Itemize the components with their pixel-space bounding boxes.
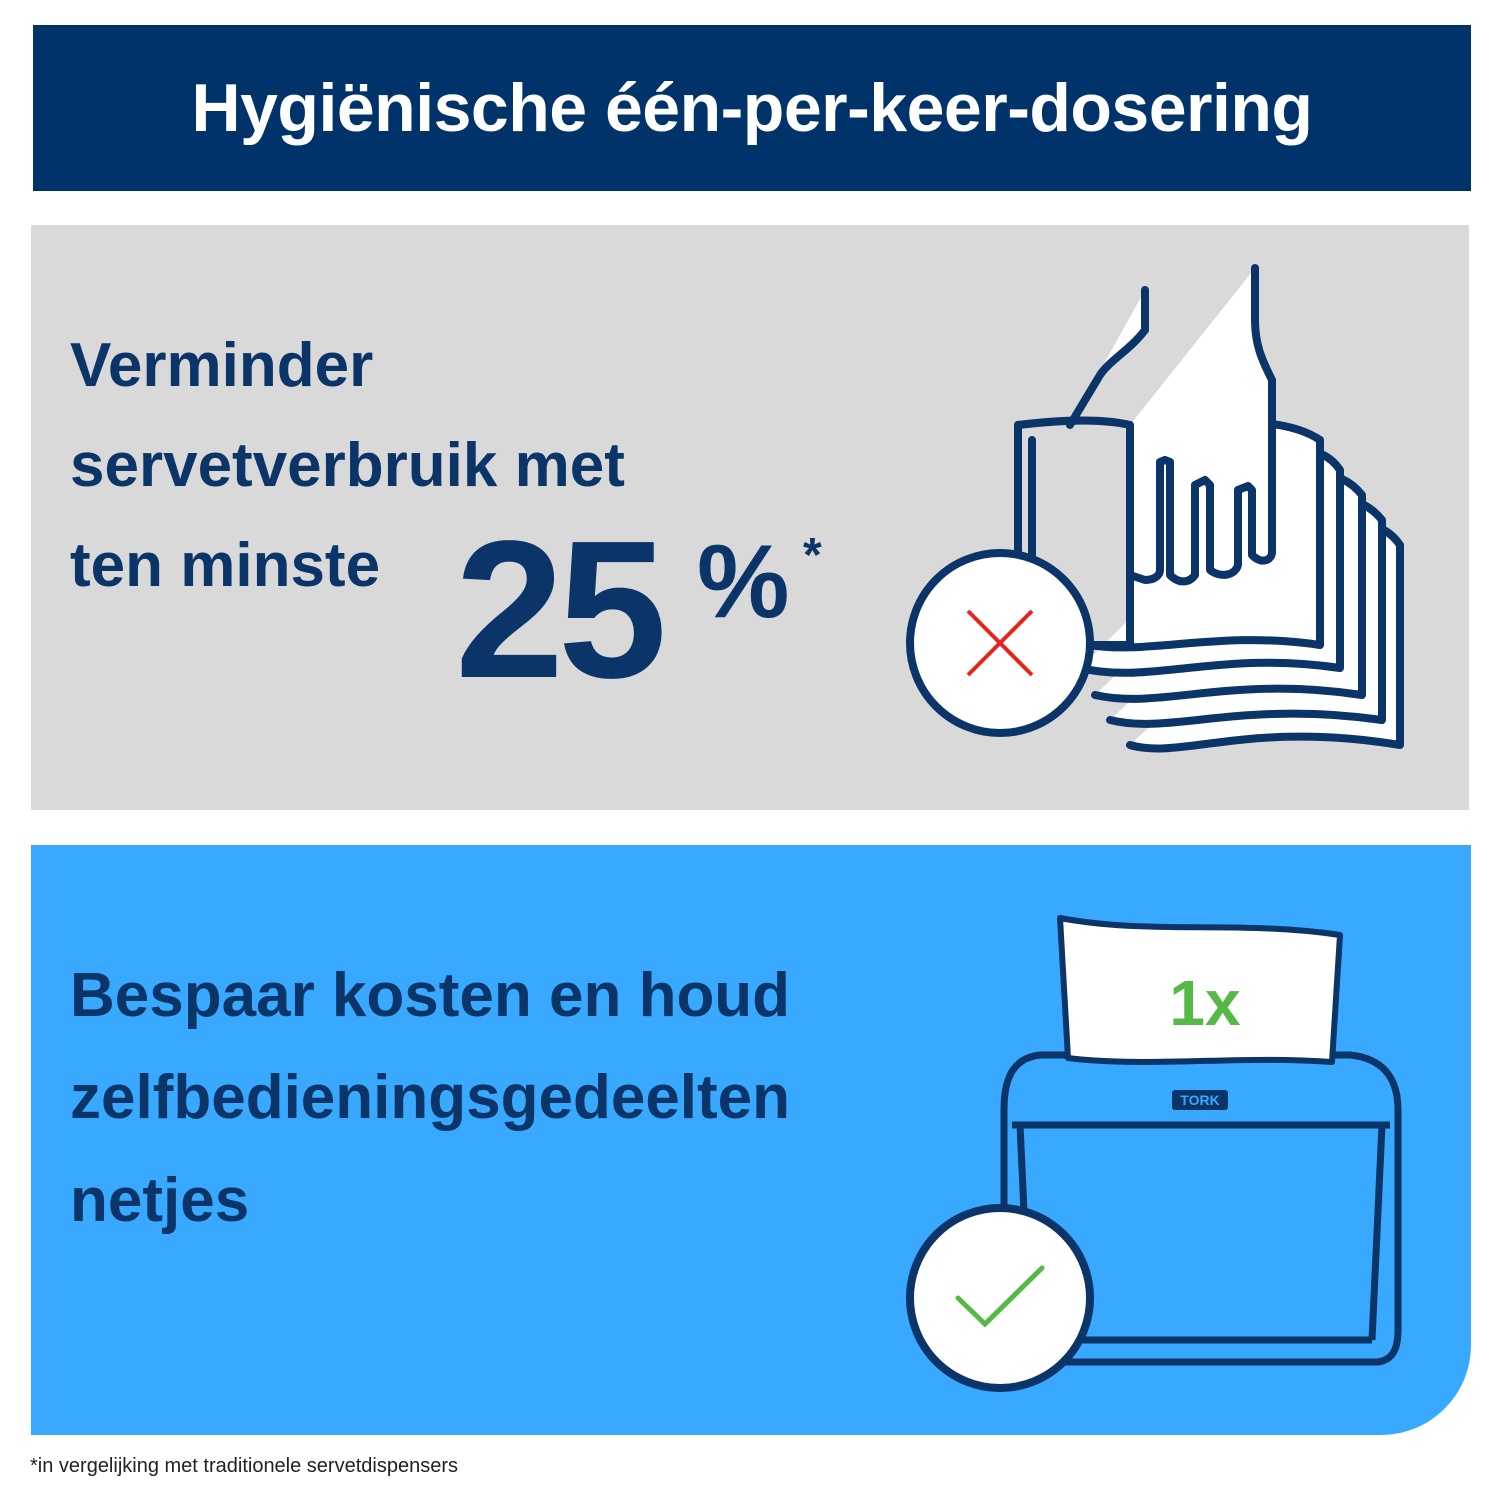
- napkin-icon: [1014, 264, 1404, 753]
- check-icon: [955, 1265, 1045, 1328]
- cross-icon: [966, 609, 1034, 677]
- panel-text: zelfbedieningsgedeelten: [70, 1063, 791, 1132]
- dispenser-body: [1000, 1051, 1402, 1366]
- napkin-edge: [1014, 421, 1036, 564]
- panel-text: netjes: [70, 1166, 250, 1235]
- panel-text: Verminder: [70, 331, 374, 400]
- brand: TORK: [1180, 1092, 1219, 1108]
- footnote-marker: *: [803, 529, 822, 582]
- status-circle: [906, 1204, 1094, 1392]
- badge: 1x: [1169, 967, 1241, 1039]
- panel-text: servetverbruik met: [70, 431, 625, 500]
- header-bar: Hygiënische één-per-keer-dosering: [33, 25, 1471, 191]
- big-figure: 25: [455, 500, 667, 719]
- footnote: *in vergelijking met traditionele servet…: [30, 1455, 458, 1477]
- title: Hygiënische één-per-keer-dosering: [191, 70, 1313, 146]
- panel-text: Bespaar kosten en houd: [70, 961, 791, 1030]
- unit: %: [697, 524, 790, 640]
- brand-plate: [1172, 1090, 1228, 1110]
- napkin: [1057, 915, 1343, 1065]
- panel-text: ten minste: [70, 531, 381, 600]
- hand: [1066, 264, 1276, 586]
